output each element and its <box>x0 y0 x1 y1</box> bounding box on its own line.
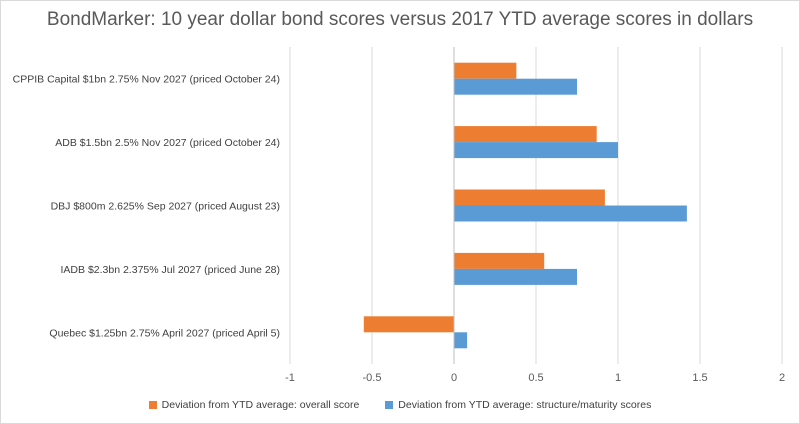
bar-overall-score <box>454 189 605 206</box>
category-labels: CPPIB Capital $1bn 2.75% Nov 2027 (price… <box>13 74 280 340</box>
bar-overall-score <box>454 62 517 79</box>
category-label: Quebec $1.25bn 2.75% April 2027 (priced … <box>49 327 280 339</box>
x-tick-label: 0.5 <box>528 372 543 384</box>
chart-title: BondMarker: 10 year dollar bond scores v… <box>46 9 754 30</box>
legend: Deviation from YTD average: overall scor… <box>0 399 800 411</box>
x-tick-label: 0 <box>451 372 457 384</box>
legend-swatch-structure <box>385 401 394 409</box>
legend-swatch-overall <box>148 401 157 409</box>
x-tick-label: 1.5 <box>692 372 707 384</box>
bar-structure-score <box>454 205 687 222</box>
bar-structure-score <box>454 142 618 159</box>
category-label: ADB $1.5bn 2.5% Nov 2027 (priced October… <box>55 137 280 149</box>
x-tick-label: 2 <box>779 372 785 384</box>
category-label: IADB $2.3bn 2.375% Jul 2027 (priced June… <box>61 264 280 276</box>
bar-structure-score <box>454 268 577 285</box>
x-tick-label: 1 <box>615 372 621 384</box>
bar-structure-score <box>454 332 468 349</box>
x-tick-label: -0.5 <box>363 372 382 384</box>
category-label: CPPIB Capital $1bn 2.75% Nov 2027 (price… <box>13 74 280 86</box>
x-tick-label: -1 <box>285 372 295 384</box>
legend-item-overall: Deviation from YTD average: overall scor… <box>148 399 360 411</box>
bar-overall-score <box>363 316 454 333</box>
bar-overall-score <box>454 252 545 269</box>
x-tick-labels: -1 -0.5 0 0.5 1 1.5 2 <box>285 372 785 384</box>
category-label: DBJ $800m 2.625% Sep 2027 (priced August… <box>51 201 280 213</box>
legend-label-overall: Deviation from YTD average: overall scor… <box>161 399 360 411</box>
legend-label-structure: Deviation from YTD average: structure/ma… <box>398 399 652 411</box>
legend-item-structure: Deviation from YTD average: structure/ma… <box>385 399 651 411</box>
bar-overall-score <box>454 126 597 143</box>
bars <box>363 47 687 364</box>
bar-structure-score <box>454 78 577 95</box>
